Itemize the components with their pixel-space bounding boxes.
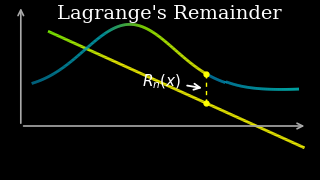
Text: Lagrange's Remainder: Lagrange's Remainder bbox=[57, 5, 282, 23]
Text: $R_n(x)$: $R_n(x)$ bbox=[142, 72, 200, 91]
